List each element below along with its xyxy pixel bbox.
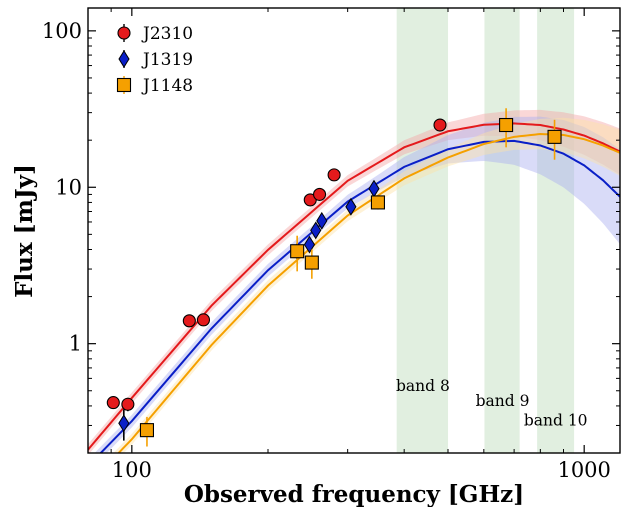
band-label-1: band 8 [396,377,450,395]
point-j2310-1 [106,396,120,410]
y-tick-label-100: 100 [42,19,82,43]
y-axis-title: Flux [mJy] [11,164,38,298]
band-region-2 [484,8,520,453]
y-tick-label-10: 10 [55,175,82,199]
band-region-1 [396,8,449,453]
legend-label-j1319: J1319 [141,50,193,70]
legend-label-j1148: J1148 [141,76,193,96]
model-uncertainty-j1319 [94,116,620,453]
band-region-3 [537,8,575,453]
model-uncertainty-j2310 [88,109,620,453]
legend-label-j2310: J2310 [141,24,193,44]
point-j1148-2 [290,244,305,259]
point-j1148-4 [370,195,385,210]
legend-marker-j1148 [116,77,132,93]
model-uncertainty-j1148 [113,117,620,453]
point-j1148-3 [304,255,319,270]
bands-layer [396,8,575,453]
point-j2310-2 [121,397,135,411]
point-j1319-6 [345,197,357,216]
point-j1319-4 [310,221,322,240]
point-j1148-6 [547,129,562,144]
model-lines-layer [88,122,620,453]
axes-layer: 100 1000 1 10 100 [42,7,621,482]
point-j2310-3 [182,314,196,328]
point-j2310-6 [312,187,327,201]
x-axis-title: Observed frequency [GHz] [184,481,524,507]
model-curve-j2310 [88,122,620,451]
band-label-2: band 9 [476,392,530,410]
point-j1319-3 [303,235,316,254]
point-j2310-8 [433,118,447,132]
point-j1319-5 [316,211,328,230]
point-j1319-1 [118,414,130,433]
legend-marker-j2310 [117,26,131,40]
points-layer [106,108,562,447]
model-curve-j1148 [117,133,620,453]
x-tick-label-1000: 1000 [557,458,610,482]
model-curve-j1319 [99,139,620,453]
point-j2310-7 [327,168,341,182]
band-label-3: band 10 [524,411,588,429]
x-tick-label-100: 100 [112,458,152,482]
y-tick-label-1: 1 [69,332,82,356]
legend-marker-j1319 [118,50,130,68]
model-bands-layer [88,109,620,453]
point-j2310-4 [196,313,211,327]
legend: J2310 J1319 J1148 [116,24,193,96]
point-j1148-5 [499,117,514,133]
point-j1148-1 [139,423,155,438]
plot-frame [87,7,621,454]
